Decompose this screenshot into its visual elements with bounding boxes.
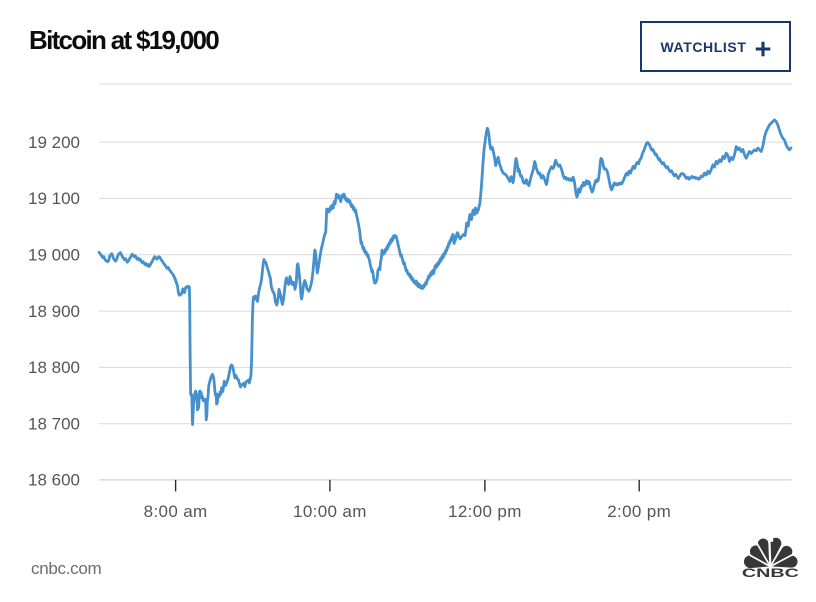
svg-text:12:00 pm: 12:00 pm: [448, 502, 522, 521]
svg-text:8:00 am: 8:00 am: [144, 502, 208, 521]
svg-text:18 800: 18 800: [28, 358, 80, 377]
svg-text:19 100: 19 100: [28, 189, 80, 208]
svg-text:CNBC: CNBC: [742, 568, 799, 580]
svg-text:19 000: 19 000: [28, 246, 80, 265]
svg-text:10:00 am: 10:00 am: [293, 502, 367, 521]
svg-text:19 200: 19 200: [28, 133, 80, 152]
svg-text:18 600: 18 600: [28, 471, 80, 490]
svg-text:18 900: 18 900: [28, 302, 80, 321]
svg-text:2:00 pm: 2:00 pm: [607, 502, 671, 521]
svg-text:18 700: 18 700: [28, 415, 80, 434]
